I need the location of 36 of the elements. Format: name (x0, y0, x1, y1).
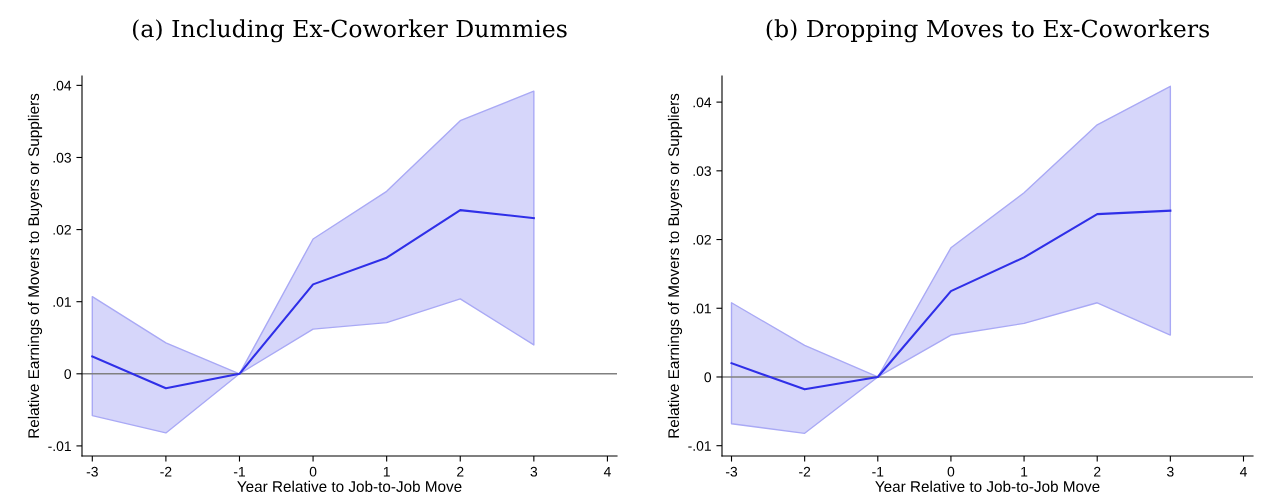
x-tick-label: -3 (725, 466, 738, 477)
y-tick-label: .01 (53, 297, 71, 307)
y-tick-label: .04 (693, 97, 712, 108)
x-tick-label: 0 (309, 466, 317, 477)
x-tick-label: -1 (872, 466, 884, 477)
y-tick-label: -.01 (688, 441, 711, 451)
y-axis-title: Relative Earnings of Movers to Buyers or Suppliers (667, 93, 683, 438)
x-tick-label: 4 (603, 466, 611, 477)
x-tick-label: 1 (383, 466, 390, 477)
x-tick-label: 2 (1094, 466, 1101, 477)
y-tick-label: .04 (53, 80, 72, 91)
y-tick-label: .01 (693, 303, 711, 314)
y-tick-label: .03 (693, 166, 711, 176)
x-tick-label: -2 (799, 466, 811, 477)
x-tick-label: -2 (160, 466, 172, 477)
y-tick-label: 0 (704, 372, 712, 383)
x-tick-label: 1 (1021, 466, 1028, 477)
x-tick-label: 2 (457, 466, 464, 477)
y-tick-label: -.01 (48, 441, 71, 452)
x-tick-label: 3 (1167, 466, 1174, 477)
x-axis-title: Year Relative to Job-to-Job Move (237, 480, 462, 492)
x-tick-label: 3 (530, 466, 538, 477)
x-tick-label: -3 (86, 466, 98, 477)
y-tick-label: .02 (693, 234, 711, 245)
x-tick-label: 4 (1239, 466, 1247, 477)
x-tick-label: -1 (233, 466, 245, 477)
x-axis-title: Year Relative to Job-to-Job Move (875, 480, 1100, 492)
line-series (91, 209, 535, 390)
y-tick-label: .02 (53, 224, 71, 235)
x-tick-label: 0 (947, 466, 955, 477)
chart-title: (b) Dropping Moves to Ex-Coworkers (766, 19, 1209, 43)
y-axis-title: Relative Earnings of Movers to Buyers or Suppliers (27, 93, 43, 438)
line-series (730, 209, 1172, 391)
y-tick-label: 0 (64, 369, 72, 379)
chart-title: (a) Including Ex-Coworker Dummies (132, 19, 567, 43)
y-tick-label: .03 (53, 152, 71, 163)
